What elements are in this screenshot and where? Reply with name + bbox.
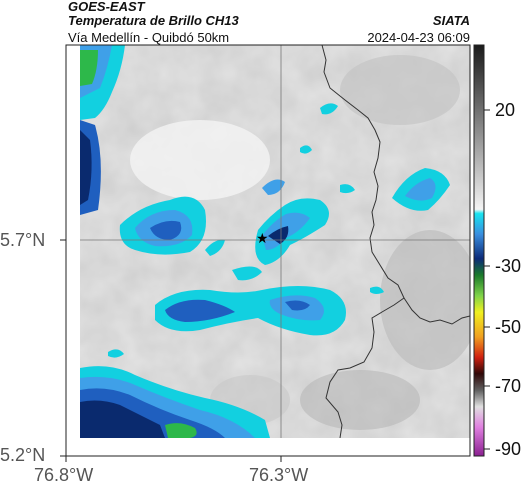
lat-label-5.7: 5.7°N (0, 230, 46, 250)
lat-label-5.2: 5.2°N (0, 445, 46, 465)
colorbar-label-minus90: -90 (495, 439, 522, 459)
region-label: Vía Medellín - Quibdó 50km (68, 30, 230, 45)
satellite-title: GOES-EAST (68, 0, 145, 14)
cloud-east (392, 168, 450, 211)
colorbar-label-minus50: -50 (495, 317, 522, 337)
department-borders (321, 45, 470, 438)
colorbar-label-minus30: -30 (495, 256, 522, 276)
brightness-temperature-field (80, 45, 470, 438)
cloud-south-band (108, 266, 384, 358)
cloud-left-edge (80, 120, 101, 215)
star-icon: ★ (256, 230, 269, 246)
colorbar-label-minus70: -70 (495, 376, 522, 396)
cloud-bottom-left (80, 366, 270, 438)
map-bottom-margin (80, 438, 470, 456)
timestamp-label: 2024-04-23 06:09 (367, 30, 470, 45)
lon-label-76.8: 76.8°W (34, 465, 94, 485)
cloud-center (255, 103, 355, 265)
cloud-top-left (80, 45, 125, 120)
lon-label-76.3: 76.3°W (249, 465, 309, 485)
map-left-margin (66, 45, 80, 456)
agency-label: SIATA (432, 13, 470, 28)
colorbar-label-20: 20 (495, 100, 516, 120)
colorbar (473, 44, 485, 457)
product-title: Temperatura de Brillo CH13 (68, 13, 239, 28)
